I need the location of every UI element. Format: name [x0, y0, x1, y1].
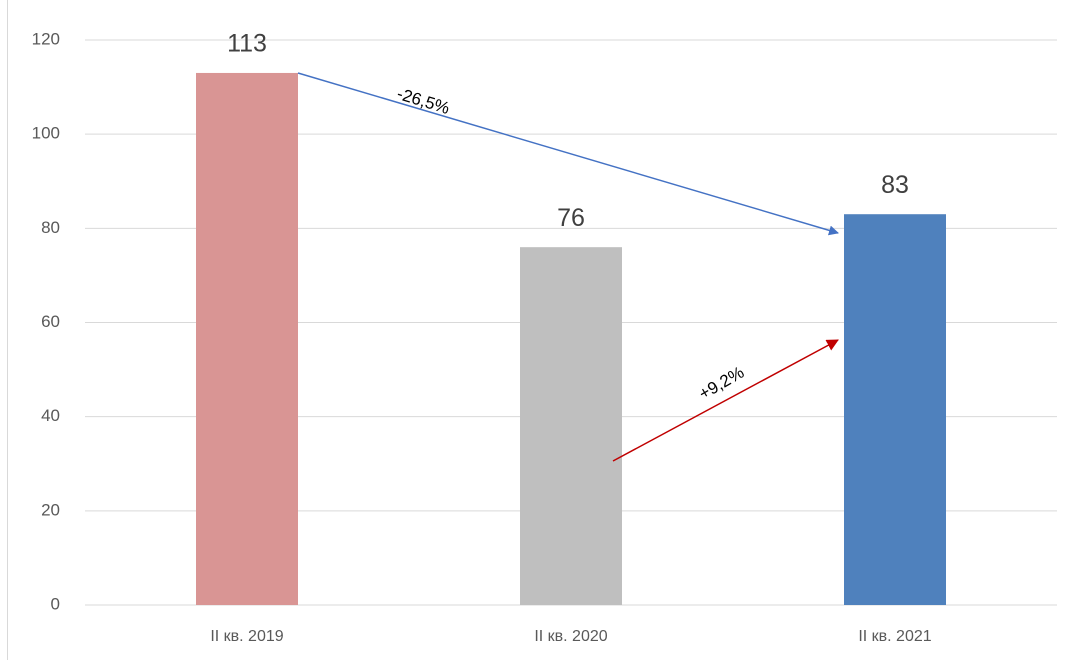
y-tick-label: 60: [41, 312, 60, 331]
annotation: -26,5%: [395, 84, 452, 118]
bar: [844, 214, 946, 606]
y-tick-label: 80: [41, 218, 60, 237]
bar: [520, 247, 622, 605]
y-tick-label: 100: [32, 124, 60, 143]
y-tick-label: 0: [51, 594, 60, 613]
x-tick-label: II кв. 2020: [534, 628, 607, 645]
increase-arrow: [612, 339, 839, 462]
annotation: +9,2%: [696, 363, 748, 404]
data-label: 76: [557, 204, 585, 232]
decrease-arrow: [297, 72, 839, 236]
bar: [196, 72, 298, 606]
data-label: 113: [227, 30, 267, 58]
y-tick-label: 40: [41, 406, 60, 425]
chart-border: [7, 0, 8, 660]
x-tick-label: II кв. 2019: [210, 628, 283, 645]
y-tick-label: 20: [41, 500, 60, 519]
x-tick-label: II кв. 2021: [858, 628, 931, 645]
data-label: 83: [881, 171, 909, 199]
y-tick-label: 120: [32, 29, 60, 48]
